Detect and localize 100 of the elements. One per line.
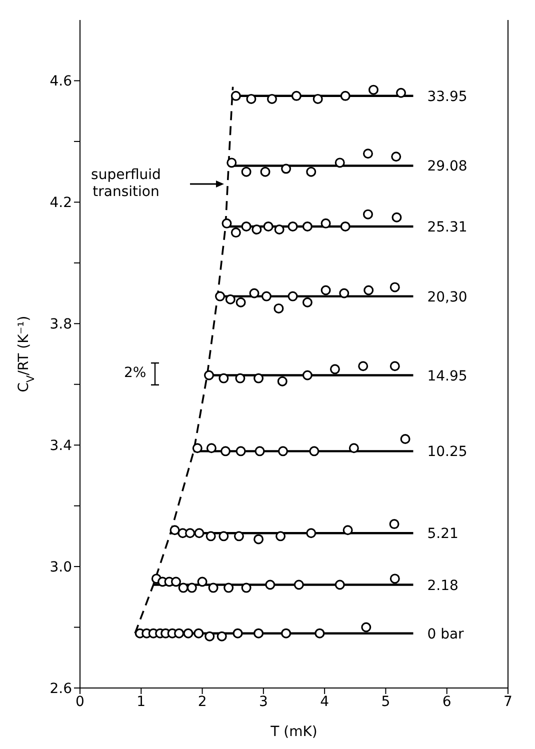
y-tick-label: 3.0 [50,560,72,576]
point [306,166,316,177]
point [194,628,204,638]
series-label: 2.18 [427,578,458,594]
point [249,288,260,298]
point [185,528,196,538]
x-tick-label: 5 [381,694,390,710]
y-tick-label: 3.8 [50,316,72,333]
point [291,90,302,101]
point [232,628,243,638]
point [235,373,246,384]
x-axis-title: T (mK) [270,724,318,740]
x-tick-label: 7 [504,694,512,710]
point [396,88,406,98]
point [400,434,410,444]
x-tick-label: 4 [320,694,330,710]
point [339,288,350,298]
point [312,94,323,104]
point [230,90,241,101]
point [204,631,215,642]
x-tick-label: 0 [76,694,84,710]
point [340,221,350,232]
point [390,574,400,584]
point [252,224,262,235]
point [340,90,350,101]
point [302,370,312,380]
point [390,361,400,372]
point [170,525,180,536]
point [320,285,331,296]
point [236,297,246,308]
point [206,531,216,542]
point [254,373,264,384]
point [294,580,304,590]
point [174,628,184,638]
point [281,628,292,638]
point [362,148,373,159]
point [222,218,232,228]
point [330,364,340,374]
y-tick-label: 2.6 [50,680,72,697]
point [230,228,241,238]
point [192,443,202,454]
y-tick-label: 4.2 [50,195,72,212]
point [224,582,234,593]
point [302,297,312,308]
point [278,446,288,456]
point [170,576,181,587]
point [342,525,353,536]
point [391,152,402,162]
point [225,294,236,304]
point [215,291,226,302]
point [206,443,216,454]
point [306,528,316,538]
point [364,285,374,296]
point [254,446,265,456]
series-label: 5.21 [427,526,458,542]
series-label: 20,30 [427,289,468,306]
point [216,631,227,642]
series-label: 33.95 [427,88,468,105]
point [274,303,284,314]
y-tick-label: 3.4 [50,438,72,454]
point [314,628,325,638]
point [288,221,298,232]
point [218,531,229,542]
point [246,94,256,104]
point [274,224,284,235]
y-tick-label: 4.6 [50,74,72,90]
point [241,582,252,593]
point [281,164,292,174]
point [361,622,372,632]
point [194,528,204,538]
point [390,282,400,292]
point [276,531,286,542]
point [226,158,237,168]
point [362,209,373,220]
point [334,580,345,590]
point [277,376,288,386]
point [309,446,320,456]
point [302,221,312,232]
point [288,291,298,302]
series-label: 0 bar [427,626,464,642]
point [236,446,246,456]
point [358,361,368,372]
point [208,582,218,593]
point [204,370,214,380]
point [368,84,378,95]
x-tick-label: 1 [136,694,146,710]
series-label: 29.08 [427,158,468,175]
point [320,218,331,228]
point [241,166,252,177]
annotation: 2% [124,365,146,382]
point [265,580,276,590]
point [389,519,400,530]
series-label: 14.95 [427,368,468,384]
point [348,443,359,454]
annotation: superfluid transition [91,167,161,200]
point [254,534,264,544]
x-tick-label: 2 [198,694,207,710]
point [266,94,277,104]
point [263,221,274,232]
point [218,373,229,384]
